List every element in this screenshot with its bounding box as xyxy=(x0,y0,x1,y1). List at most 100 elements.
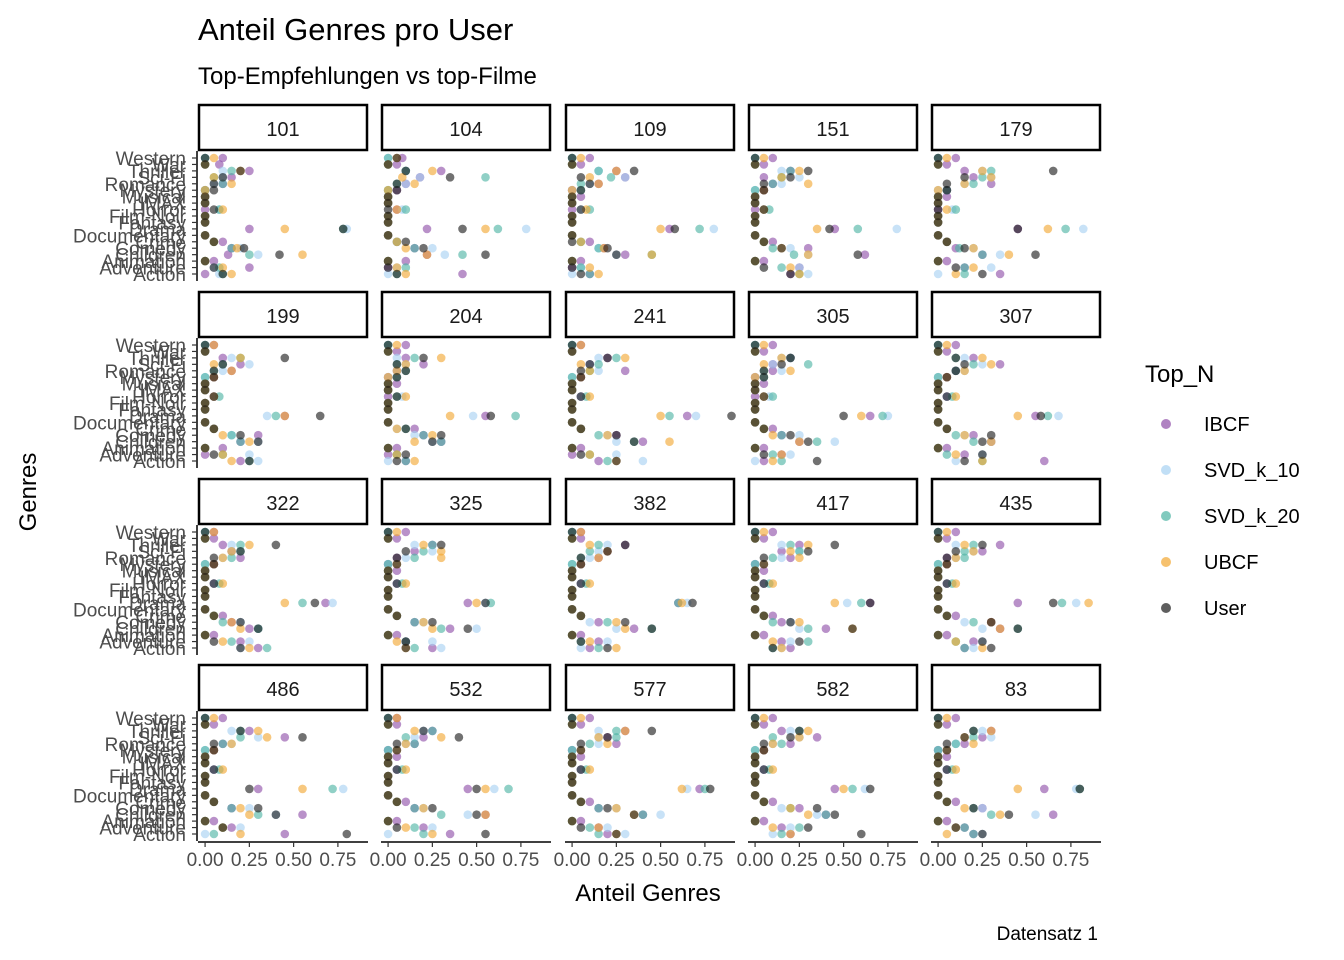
point-ibcf xyxy=(777,547,786,556)
point-ibcf xyxy=(777,637,786,646)
point-user xyxy=(612,456,621,466)
y-tick-label: War xyxy=(152,529,187,550)
point-user xyxy=(750,816,760,826)
point-ibcf xyxy=(821,624,831,633)
point-svd-k-10 xyxy=(777,166,786,176)
point-ibcf xyxy=(942,192,952,201)
point-svd-k-20 xyxy=(612,733,621,742)
point-svd-k-20 xyxy=(410,739,419,749)
point-ubcf xyxy=(428,166,437,176)
y-tick-label: War xyxy=(152,715,187,736)
point-user xyxy=(951,547,961,556)
point-user xyxy=(209,637,219,646)
point-user xyxy=(383,192,393,201)
point-ibcf xyxy=(942,720,952,729)
point-ubcf xyxy=(620,624,630,633)
point-ubcf xyxy=(969,547,978,556)
y-tick-label: Documentary xyxy=(73,413,186,434)
point-ibcf xyxy=(777,726,786,736)
point-svd-k-20 xyxy=(410,803,419,813)
point-user xyxy=(933,218,943,227)
point-svd-k-10 xyxy=(830,437,840,447)
y-tick-label: Crime xyxy=(135,420,186,441)
point-user xyxy=(933,192,943,201)
point-ibcf xyxy=(1040,784,1049,794)
point-user xyxy=(942,179,952,189)
facet-panel-241: 241 xyxy=(564,290,736,466)
y-tick-label: Action xyxy=(133,825,186,846)
point-svd-k-10 xyxy=(1079,224,1088,234)
point-user xyxy=(209,263,219,272)
point-svd-k-10 xyxy=(986,733,996,742)
point-ibcf xyxy=(392,566,402,575)
point-svd-k-20 xyxy=(768,243,778,253)
point-ubcf xyxy=(209,360,219,369)
point-ibcf xyxy=(942,443,952,453)
y-tick-label: Documentary xyxy=(73,786,186,807)
point-svd-k-10 xyxy=(436,643,446,653)
point-ibcf xyxy=(401,340,411,350)
point-ubcf xyxy=(777,353,786,363)
point-ibcf xyxy=(951,797,961,807)
point-ibcf xyxy=(209,720,219,729)
point-ubcf xyxy=(245,540,254,550)
point-user xyxy=(759,579,769,588)
point-user xyxy=(200,816,210,826)
facet-strip-label: 325 xyxy=(449,493,482,515)
point-user xyxy=(200,527,210,537)
point-user xyxy=(481,250,490,259)
point-user xyxy=(942,745,952,755)
point-svd-k-20 xyxy=(567,559,577,569)
point-ubcf xyxy=(227,739,236,749)
point-ubcf xyxy=(392,366,402,376)
point-ubcf xyxy=(428,430,437,440)
point-user xyxy=(750,153,760,163)
point-user xyxy=(209,745,219,755)
point-user xyxy=(454,733,464,742)
point-user xyxy=(436,540,446,550)
point-user xyxy=(576,637,586,646)
point-svd-k-20 xyxy=(777,456,786,466)
point-user xyxy=(209,739,219,749)
point-user xyxy=(567,398,577,408)
point-svd-k-20 xyxy=(848,784,857,794)
point-ibcf xyxy=(253,643,263,653)
point-ubcf xyxy=(603,430,612,440)
point-ubcf xyxy=(428,624,437,633)
point-ubcf xyxy=(951,450,961,459)
facet-strip xyxy=(197,290,369,339)
point-svd-k-20 xyxy=(576,179,586,189)
y-tick-label: Thriller xyxy=(128,349,187,370)
point-user xyxy=(419,243,428,253)
point-user xyxy=(576,797,586,807)
point-user xyxy=(383,713,393,723)
point-user xyxy=(209,179,219,189)
point-svd-k-20 xyxy=(803,637,813,646)
point-ibcf xyxy=(401,527,411,537)
point-user xyxy=(620,540,630,550)
point-ubcf xyxy=(969,243,978,253)
point-svd-k-10 xyxy=(245,637,254,646)
point-svd-k-10 xyxy=(472,624,481,633)
facet-panel-307: 307 xyxy=(930,290,1102,466)
point-svd-k-20 xyxy=(777,430,786,440)
point-svd-k-10 xyxy=(1031,810,1040,819)
point-ubcf xyxy=(218,637,228,646)
point-user xyxy=(419,353,428,363)
point-ubcf xyxy=(750,372,760,382)
point-ibcf xyxy=(392,347,402,356)
point-user xyxy=(200,256,210,266)
point-user xyxy=(933,752,943,761)
legend-key-svd-k-10 xyxy=(1161,465,1171,475)
point-ibcf xyxy=(942,816,952,826)
point-user xyxy=(750,605,760,614)
point-user xyxy=(383,592,393,601)
point-ubcf xyxy=(665,437,674,447)
point-svd-k-20 xyxy=(750,559,760,569)
point-ubcf xyxy=(585,173,595,182)
point-ibcf xyxy=(298,810,307,819)
point-user xyxy=(383,585,393,595)
y-tick-label: War xyxy=(152,342,187,363)
point-user xyxy=(969,803,978,813)
point-user xyxy=(401,450,411,459)
